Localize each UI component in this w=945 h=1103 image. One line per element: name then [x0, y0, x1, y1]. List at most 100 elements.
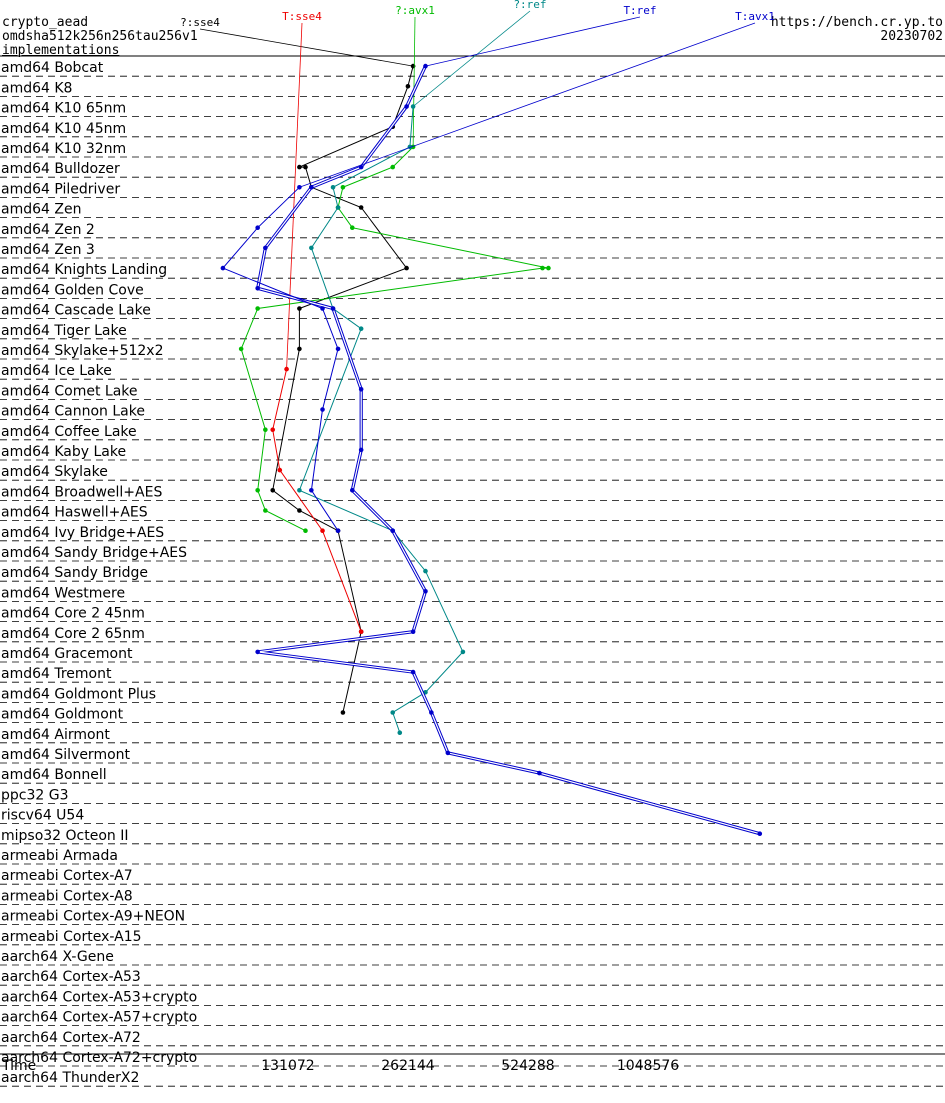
data-point: [255, 488, 260, 493]
category-label: amd64 Cascade Lake: [1, 303, 151, 319]
data-point: [340, 710, 346, 715]
series-line: [255, 65, 761, 836]
operation-label: omdsha512k256n256tau256v1: [2, 29, 198, 44]
data-point: [309, 488, 314, 493]
category-label: amd64 Core 2 45nm: [1, 606, 145, 622]
data-point: [410, 629, 416, 634]
data-point: [429, 710, 434, 715]
data-point: [340, 185, 346, 190]
series-name-label: ?:avx1: [395, 4, 435, 17]
data-point: [297, 306, 302, 311]
data-point: [330, 306, 336, 311]
series-line-inner: [257, 65, 760, 835]
series-name-label: T:avx1: [735, 10, 775, 23]
data-point: [358, 629, 364, 634]
category-label: ppc32 G3: [1, 787, 69, 803]
x-axis-label: Time: [1, 1058, 36, 1074]
category-label: aarch64 Cortex-A57+crypto: [1, 1010, 197, 1026]
data-point: [358, 387, 364, 392]
x-tick-label: 262144: [381, 1058, 435, 1074]
category-label: amd64 Goldmont Plus: [1, 686, 156, 702]
category-label: amd64 Coffee Lake: [1, 424, 137, 440]
data-point: [238, 346, 244, 352]
category-label: amd64 Tremont: [1, 666, 112, 682]
data-point: [255, 649, 260, 655]
category-label: amd64 Ivy Bridge+AES: [1, 525, 164, 541]
data-point: [220, 265, 226, 271]
x-tick-label: 1048576: [617, 1058, 679, 1074]
series-line: [240, 146, 549, 532]
data-point: [320, 407, 325, 412]
data-point: [284, 366, 289, 372]
category-label: amd64 Zen 3: [1, 242, 95, 258]
data-point: [349, 488, 355, 493]
category-label: amd64 Airmont: [1, 727, 110, 743]
category-label: armeabi Armada: [1, 848, 118, 864]
data-point: [404, 265, 409, 271]
category-label: amd64 Skylake+512x2: [1, 343, 163, 359]
category-label: aarch64 ThunderX2: [1, 1070, 139, 1086]
series-leader-line: [299, 22, 756, 188]
series-name-label: T:ref: [623, 4, 656, 17]
category-label: amd64 K10 65nm: [1, 101, 126, 117]
data-point: [404, 104, 409, 109]
category-label: amd64 Sandy Bridge+AES: [1, 545, 187, 561]
data-point: [255, 286, 260, 291]
data-point: [263, 427, 268, 433]
data-point: [349, 225, 355, 230]
category-label: amd64 Tiger Lake: [1, 323, 127, 339]
category-label: amd64 Ice Lake: [1, 363, 112, 379]
data-point: [423, 568, 428, 574]
data-point: [335, 346, 341, 352]
data-point: [297, 346, 302, 352]
data-point: [537, 770, 542, 776]
data-point: [303, 528, 308, 533]
data-point: [397, 730, 403, 735]
data-point: [757, 831, 763, 836]
series-line: [222, 186, 339, 531]
series-leader-line: [286, 22, 303, 370]
category-label: amd64 Gracemont: [1, 646, 133, 662]
data-point: [303, 164, 308, 170]
date-label: 20230702: [880, 29, 943, 44]
implementations-link[interactable]: implementations: [2, 43, 120, 58]
data-point: [358, 326, 364, 332]
data-point: [358, 164, 364, 170]
category-label: amd64 K10 32nm: [1, 141, 126, 157]
data-point: [330, 185, 336, 190]
data-point: [410, 669, 416, 675]
category-label: amd64 Zen: [1, 202, 81, 218]
data-point: [546, 265, 551, 271]
data-point: [309, 185, 314, 190]
data-point: [405, 84, 411, 89]
site-label: https://bench.cr.yp.to: [770, 15, 943, 30]
series-name-label: T:sse4: [282, 10, 322, 23]
data-point: [255, 225, 260, 230]
category-label: aarch64 X-Gene: [1, 949, 114, 965]
data-point: [270, 427, 276, 433]
category-label: amd64 K10 45nm: [1, 121, 126, 137]
data-point: [297, 164, 302, 170]
category-label: armeabi Cortex-A7: [1, 868, 133, 884]
data-point: [390, 710, 396, 715]
data-point: [335, 528, 341, 533]
data-point: [320, 306, 325, 311]
category-label: armeabi Cortex-A15: [1, 929, 142, 945]
data-point: [297, 488, 302, 493]
category-label: aarch64 Cortex-A53: [1, 969, 141, 985]
category-label: amd64 Sandy Bridge: [1, 565, 148, 581]
series-leader-line: [425, 16, 641, 67]
data-point: [460, 649, 466, 655]
data-point: [320, 528, 325, 533]
category-label: armeabi Cortex-A9+NEON: [1, 909, 185, 925]
category-label: amd64 Bobcat: [1, 60, 104, 76]
category-label: amd64 Bulldozer: [1, 161, 120, 177]
category-label: armeabi Cortex-A8: [1, 888, 133, 904]
category-label: amd64 Kaby Lake: [1, 444, 126, 460]
category-label: amd64 Bonnell: [1, 767, 107, 783]
x-tick-label: 131072: [261, 1058, 314, 1074]
category-label: amd64 Broadwell+AES: [1, 484, 162, 500]
series-name-label: ?:sse4: [180, 16, 220, 29]
data-point: [263, 245, 268, 251]
